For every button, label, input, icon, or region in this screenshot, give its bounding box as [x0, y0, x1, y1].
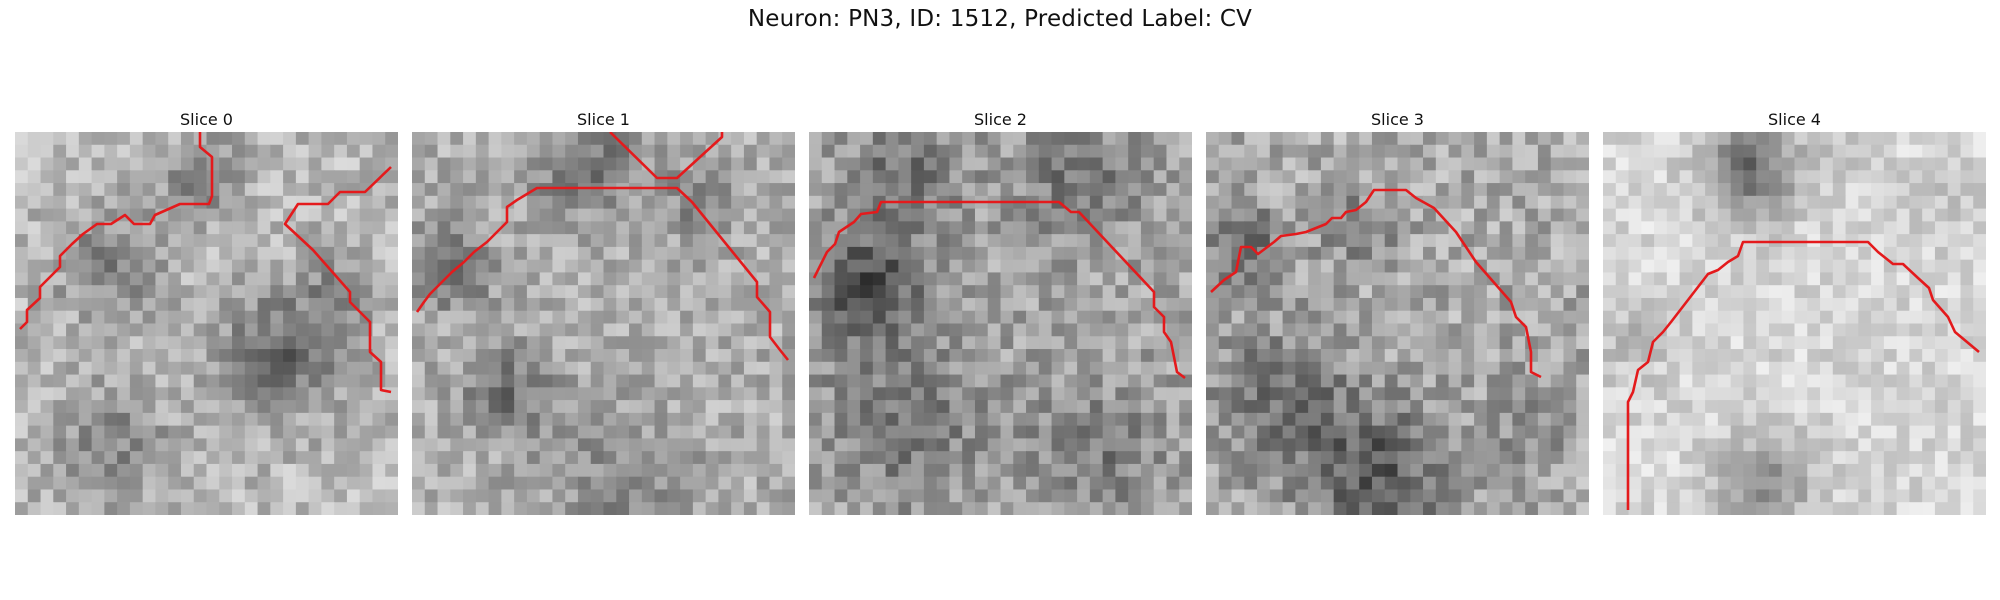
em-micrograph [412, 132, 795, 515]
slice-image [1206, 132, 1589, 515]
membrane-trace [19, 132, 214, 330]
membrane-trace [1626, 240, 1980, 510]
slice-image [15, 132, 398, 515]
membrane-trace [609, 132, 724, 180]
em-micrograph [809, 132, 1192, 515]
figure-title: Neuron: PN3, ID: 1512, Predicted Label: … [747, 6, 1253, 32]
slice-title: Slice 2 [974, 110, 1027, 129]
slice-title: Slice 1 [577, 110, 630, 129]
slice-panel-0: Slice 0 [15, 110, 398, 515]
slice-title: Slice 4 [1768, 110, 1821, 129]
slice-panel-1: Slice 1 [412, 110, 795, 515]
membrane-trace [283, 166, 392, 394]
slice-panel-3: Slice 3 [1206, 110, 1589, 515]
slice-image [809, 132, 1192, 515]
slice-panel-2: Slice 2 [809, 110, 1192, 515]
membrane-trace [812, 200, 1186, 380]
membrane-trace [415, 186, 790, 361]
slice-title: Slice 0 [180, 110, 233, 129]
em-micrograph [1603, 132, 1986, 515]
slice-image [1603, 132, 1986, 515]
slice-title: Slice 3 [1371, 110, 1424, 129]
membrane-trace [1210, 188, 1542, 379]
slice-panel-4: Slice 4 [1603, 110, 1986, 515]
em-micrograph [15, 132, 398, 515]
em-micrograph [1206, 132, 1589, 515]
slice-image [412, 132, 795, 515]
